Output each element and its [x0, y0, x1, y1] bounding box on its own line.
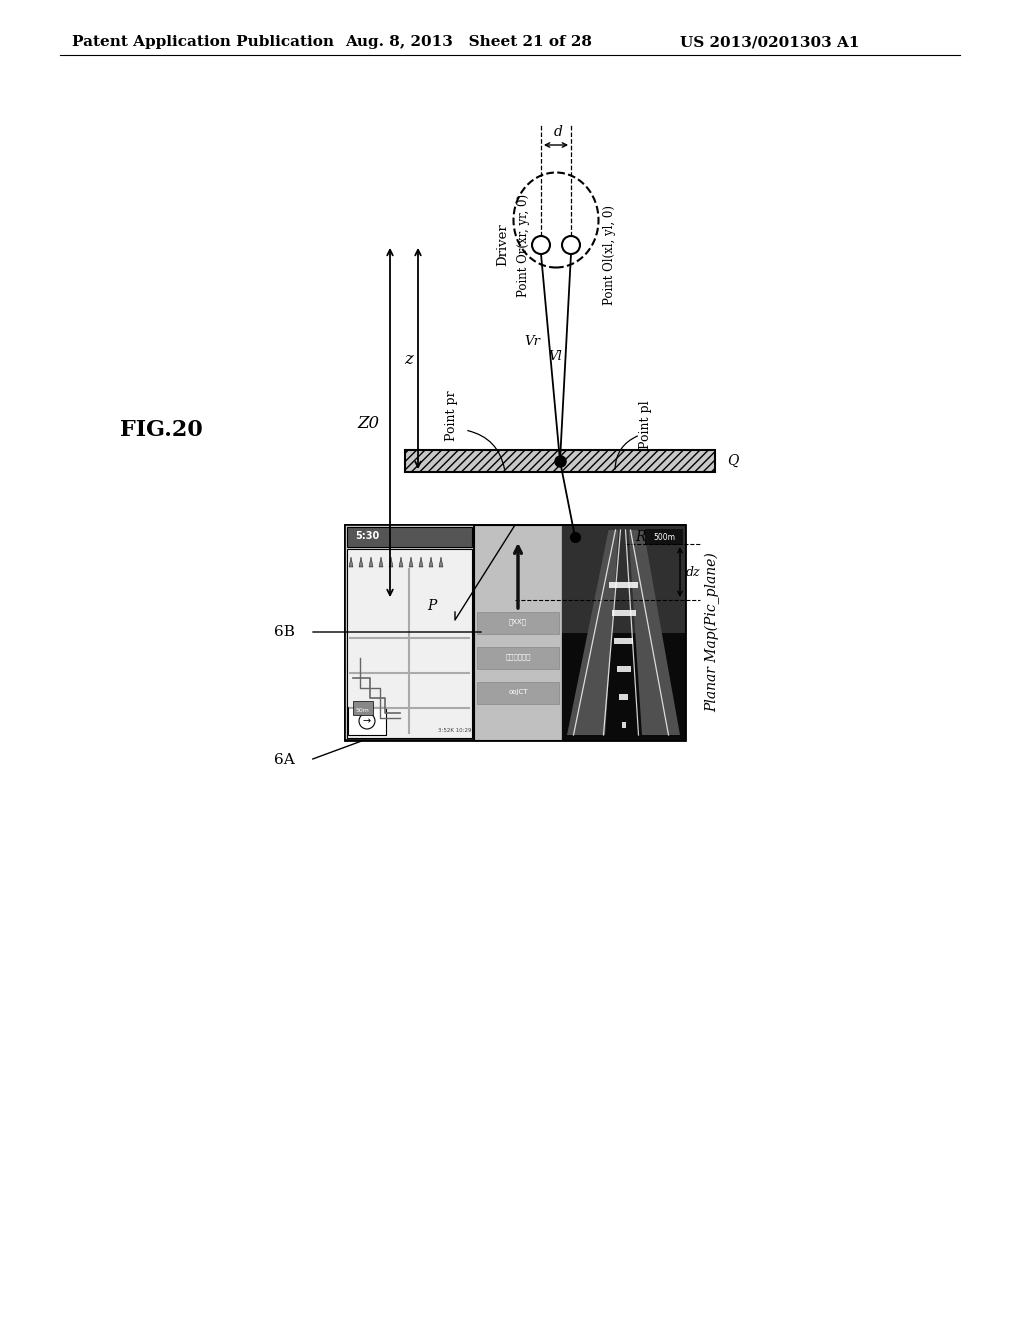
Text: 50m: 50m [356, 709, 370, 714]
Text: 中央自動車道: 中央自動車道 [505, 653, 530, 660]
Bar [614, 638, 633, 644]
Text: US 2013/0201303 A1: US 2013/0201303 A1 [680, 36, 859, 49]
Text: Planar Map(Pic_plane): Planar Map(Pic_plane) [705, 552, 720, 711]
Text: ooJCT: ooJCT [508, 689, 527, 694]
Text: R: R [635, 531, 645, 544]
Bar [474, 525, 562, 741]
Text: Vl: Vl [548, 350, 562, 363]
Bar [345, 525, 685, 741]
Text: 第XX条: 第XX条 [509, 619, 527, 626]
Bar [609, 582, 638, 587]
Text: d: d [554, 125, 562, 139]
Bar [562, 525, 685, 741]
Bar [477, 681, 559, 704]
Text: Driver: Driver [497, 223, 510, 267]
Polygon shape [369, 557, 373, 568]
Polygon shape [419, 557, 423, 568]
Bar [618, 694, 628, 700]
Text: 500m: 500m [653, 532, 675, 541]
Bar [616, 667, 631, 672]
Text: Point pr: Point pr [445, 389, 459, 441]
Polygon shape [399, 557, 403, 568]
Text: 6B: 6B [274, 624, 295, 639]
Text: 6A: 6A [274, 752, 295, 767]
Polygon shape [389, 557, 393, 568]
Bar [406, 450, 715, 473]
Bar [348, 708, 386, 735]
Text: Aug. 8, 2013   Sheet 21 of 28: Aug. 8, 2013 Sheet 21 of 28 [345, 36, 592, 49]
Text: 3:52K 10:29: 3:52K 10:29 [437, 729, 471, 733]
Bar [477, 611, 559, 634]
Bar [445, 601, 640, 612]
Polygon shape [439, 557, 443, 568]
Polygon shape [409, 557, 413, 568]
Text: P: P [428, 599, 437, 612]
Bar [562, 525, 685, 634]
Text: Patent Application Publication: Patent Application Publication [72, 36, 334, 49]
Text: Z0: Z0 [357, 414, 380, 432]
Text: Point Or(xr, yr, 0): Point Or(xr, yr, 0) [516, 194, 529, 297]
Bar [347, 549, 472, 738]
Bar [474, 525, 685, 741]
Text: Point Ol(xl, yl, 0): Point Ol(xl, yl, 0) [602, 205, 615, 305]
Polygon shape [567, 531, 618, 735]
Polygon shape [349, 557, 353, 568]
Bar [622, 722, 626, 729]
Polygon shape [629, 531, 680, 735]
Bar [353, 701, 373, 715]
Polygon shape [379, 557, 383, 568]
Text: Vr: Vr [524, 335, 540, 348]
Text: Q: Q [727, 454, 738, 469]
Polygon shape [429, 557, 433, 568]
Bar [345, 525, 474, 741]
Text: z: z [404, 351, 413, 367]
Bar [525, 531, 625, 544]
Bar [477, 647, 559, 669]
Text: 5:30: 5:30 [355, 531, 379, 541]
Bar [611, 610, 636, 616]
Polygon shape [359, 557, 362, 568]
Bar [645, 529, 683, 545]
Bar [562, 634, 685, 741]
Text: dz: dz [686, 565, 700, 578]
Text: Point pl: Point pl [639, 400, 651, 449]
Bar [347, 527, 472, 546]
Text: FIG.20: FIG.20 [120, 418, 203, 441]
Text: →: → [362, 715, 371, 726]
